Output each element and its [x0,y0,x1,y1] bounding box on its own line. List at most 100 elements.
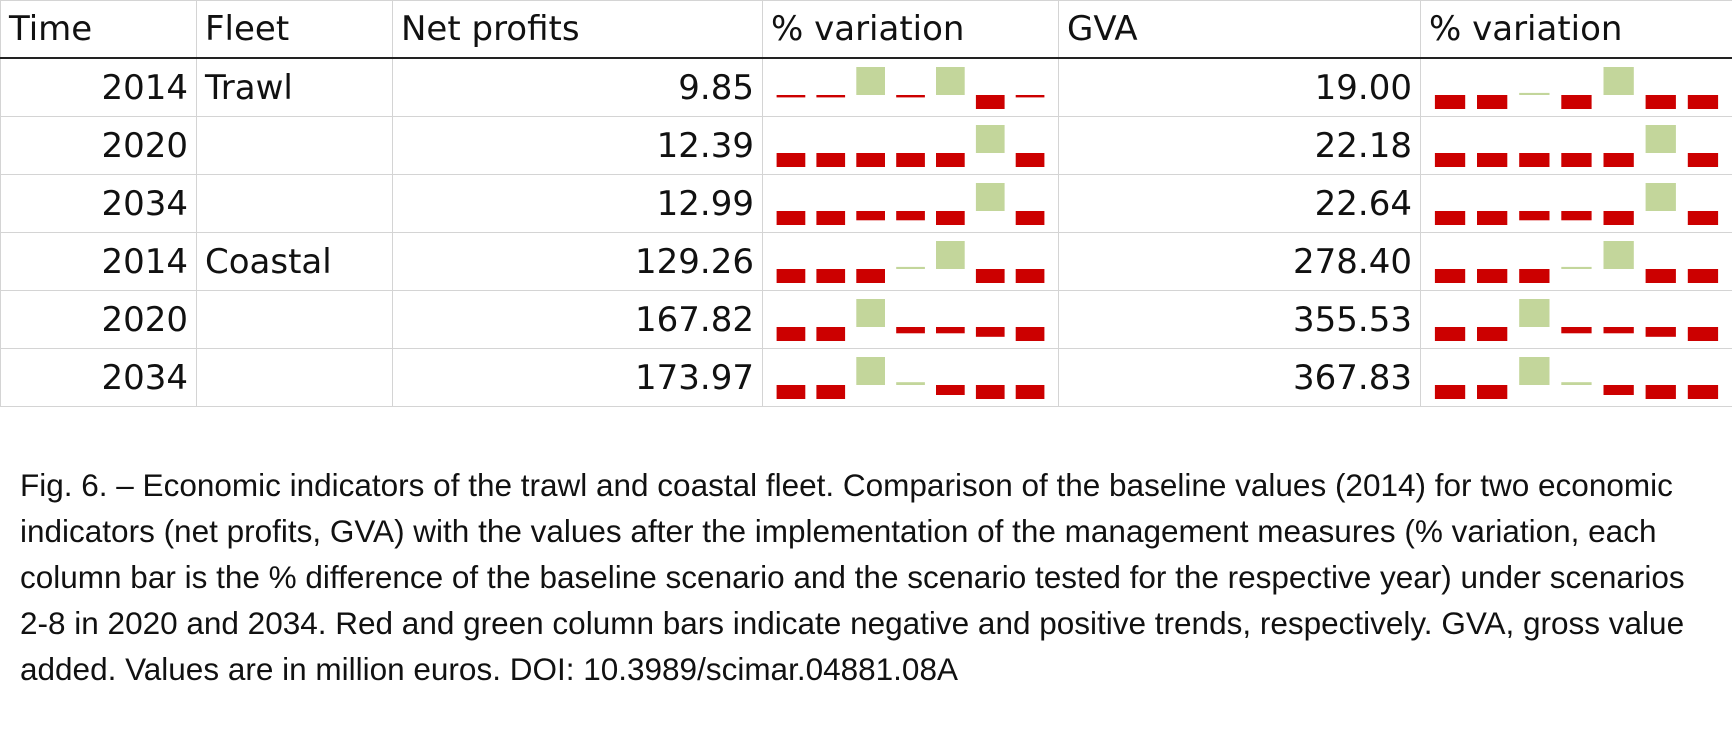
negative-variation-bar [856,152,885,167]
negative-variation-bar [1434,384,1466,399]
negative-variation-bar [1645,384,1676,399]
negative-variation-bar [1687,384,1719,399]
gva-variation-sparkline [1420,174,1732,233]
table-row: 2014 Coastal 129.26 278.40 [0,232,1732,291]
cell-gva: 355.53 [1058,290,1421,349]
positive-variation-bar [856,356,885,385]
header-gva: GVA [1058,0,1421,59]
negative-variation-bar [816,152,846,167]
negative-variation-bar [816,94,846,97]
negative-variation-bar [776,210,806,225]
negative-variation-bar [1687,268,1719,283]
positive-variation-bar [1519,92,1550,95]
negative-variation-bar [896,326,925,333]
negative-variation-bar [936,326,965,333]
negative-variation-bar [1015,268,1045,283]
table-row: 2020 167.82 355.53 [0,290,1732,349]
variation-sparkline-svg [776,66,1045,109]
positive-variation-bar [936,240,965,269]
negative-variation-bar [1015,94,1045,97]
variation-sparkline-svg [776,356,1045,399]
negative-variation-bar [1477,210,1508,225]
negative-variation-bar [1603,384,1634,395]
cell-gva: 278.40 [1058,232,1421,291]
negative-variation-bar [816,210,846,225]
variation-sparkline-svg [776,124,1045,167]
negative-variation-bar [975,94,1005,109]
positive-variation-bar [1603,66,1634,95]
table-row: 2034 12.99 22.64 [0,174,1732,233]
economic-indicators-table: Time Fleet Net profits % variation GVA %… [0,0,1732,407]
variation-sparkline-svg [776,182,1045,225]
variation-sparkline-svg [1434,66,1719,109]
variation-sparkline-svg [1434,124,1719,167]
cell-net-profits: 129.26 [392,232,763,291]
cell-time: 2034 [0,348,197,407]
negative-variation-bar [776,268,806,283]
negative-variation-bar [936,384,965,395]
negative-variation-bar [1645,94,1676,109]
variation-sparkline-svg [1434,298,1719,341]
gva-variation-sparkline [1420,232,1732,291]
gva-variation-sparkline [1420,57,1732,117]
negative-variation-bar [816,268,846,283]
cell-fleet [196,290,393,349]
np-variation-sparkline [762,57,1059,117]
positive-variation-bar [896,381,925,385]
variation-sparkline-svg [776,240,1045,283]
cell-fleet [196,348,393,407]
negative-variation-bar [1519,152,1550,167]
cell-time: 2034 [0,174,197,233]
cell-gva: 367.83 [1058,348,1421,407]
negative-variation-bar [936,210,965,225]
negative-variation-bar [1519,210,1550,220]
header-time: Time [0,0,197,59]
cell-time: 2014 [0,232,197,291]
negative-variation-bar [1519,268,1550,283]
positive-variation-bar [856,66,885,95]
negative-variation-bar [1561,210,1592,220]
np-variation-sparkline [762,290,1059,349]
negative-variation-bar [1015,384,1045,399]
negative-variation-bar [1687,326,1719,341]
positive-variation-bar [1645,182,1676,211]
negative-variation-bar [1434,152,1466,167]
table-row: 2014 Trawl 9.85 19.00 [0,57,1732,117]
np-variation-sparkline [762,174,1059,233]
negative-variation-bar [776,152,806,167]
positive-variation-bar [896,266,925,269]
negative-variation-bar [856,210,885,220]
negative-variation-bar [975,384,1005,399]
cell-time: 2020 [0,290,197,349]
header-net-profits: Net profits [392,0,763,59]
gva-variation-sparkline [1420,290,1732,349]
np-variation-sparkline [762,232,1059,291]
variation-sparkline-svg [776,298,1045,341]
header-gva-variation: % variation [1420,0,1732,59]
negative-variation-bar [856,268,885,283]
table-row: 2034 173.97 367.83 [0,348,1732,407]
negative-variation-bar [936,152,965,167]
positive-variation-bar [1603,240,1634,269]
negative-variation-bar [1687,210,1719,225]
cell-time: 2020 [0,116,197,175]
negative-variation-bar [975,268,1005,283]
cell-time: 2014 [0,57,197,117]
negative-variation-bar [1434,326,1466,341]
negative-variation-bar [1477,384,1508,399]
negative-variation-bar [1687,94,1719,109]
cell-net-profits: 167.82 [392,290,763,349]
cell-fleet [196,174,393,233]
cell-net-profits: 9.85 [392,57,763,117]
cell-fleet [196,116,393,175]
negative-variation-bar [1477,152,1508,167]
negative-variation-bar [1645,326,1676,337]
np-variation-sparkline [762,116,1059,175]
negative-variation-bar [1561,326,1592,333]
positive-variation-bar [1519,356,1550,385]
cell-net-profits: 12.39 [392,116,763,175]
cell-net-profits: 173.97 [392,348,763,407]
negative-variation-bar [975,326,1005,337]
cell-gva: 22.64 [1058,174,1421,233]
negative-variation-bar [816,326,846,341]
